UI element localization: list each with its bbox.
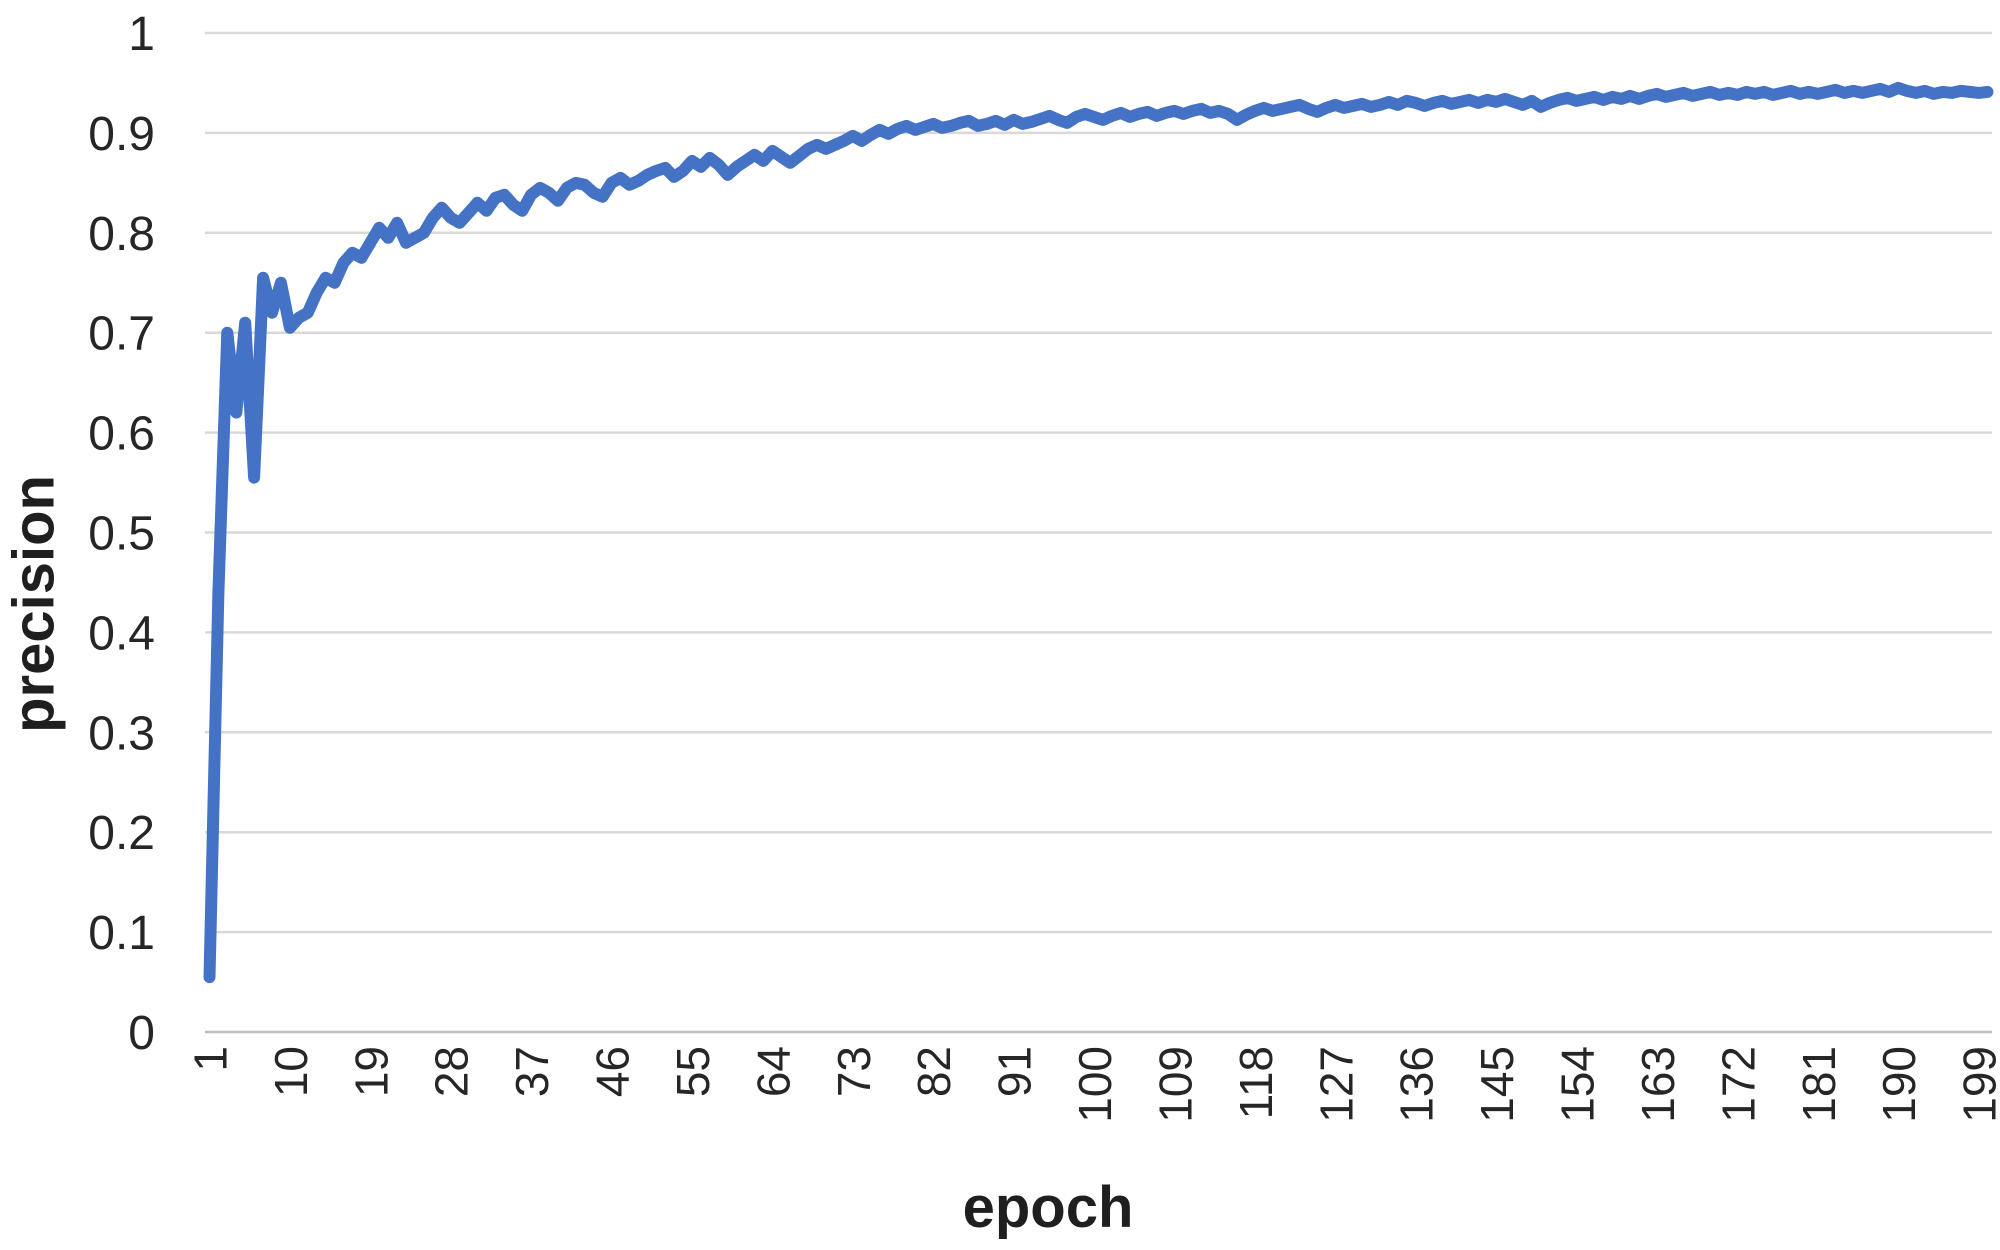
x-tick-label: 118 <box>1230 1046 1282 1119</box>
x-tick-label: 172 <box>1712 1046 1764 1123</box>
x-tick-label: 127 <box>1310 1046 1362 1123</box>
x-tick-label: 46 <box>587 1046 639 1097</box>
y-tick-label: 0 <box>128 1007 155 1060</box>
y-tick-label: 0.4 <box>88 607 155 660</box>
x-axis-title: epoch <box>962 1175 1134 1240</box>
x-tick-label: 28 <box>426 1046 478 1097</box>
x-tick-label: 145 <box>1471 1046 1523 1123</box>
y-tick-label: 0.6 <box>88 408 155 461</box>
y-tick-label: 0.8 <box>88 208 155 261</box>
y-tick-label: 0.5 <box>88 508 155 561</box>
x-tick-label: 73 <box>828 1046 880 1097</box>
x-tick-label: 154 <box>1552 1046 1604 1123</box>
x-tick-label: 19 <box>345 1046 397 1097</box>
x-tick-label: 55 <box>667 1046 719 1097</box>
y-tick-label: 0.2 <box>88 807 155 860</box>
y-tick-label: 0.3 <box>88 707 155 760</box>
x-tick-label: 91 <box>989 1046 1041 1097</box>
y-tick-label: 1 <box>128 8 155 61</box>
precision-line-series <box>203 81 1994 984</box>
y-axis-title: precision <box>1 475 67 733</box>
x-tick-label: 1 <box>184 1046 236 1072</box>
x-tick-label: 82 <box>908 1046 960 1097</box>
y-tick-label: 0.1 <box>88 907 155 960</box>
x-tick-label: 199 <box>1954 1046 2000 1123</box>
x-tick-label: 100 <box>1069 1046 1121 1123</box>
y-tick-label: 0.9 <box>88 108 155 161</box>
x-tick-label: 109 <box>1149 1046 1201 1123</box>
x-tick-label: 181 <box>1793 1046 1845 1123</box>
y-tick-label: 0.7 <box>88 308 155 361</box>
x-tick-label: 190 <box>1873 1046 1925 1123</box>
x-tick-label: 64 <box>747 1046 799 1097</box>
x-tick-label: 10 <box>265 1046 317 1097</box>
x-tick-label: 163 <box>1632 1046 1684 1123</box>
x-tick-label: 136 <box>1391 1046 1443 1123</box>
x-tick-label: 37 <box>506 1046 558 1097</box>
